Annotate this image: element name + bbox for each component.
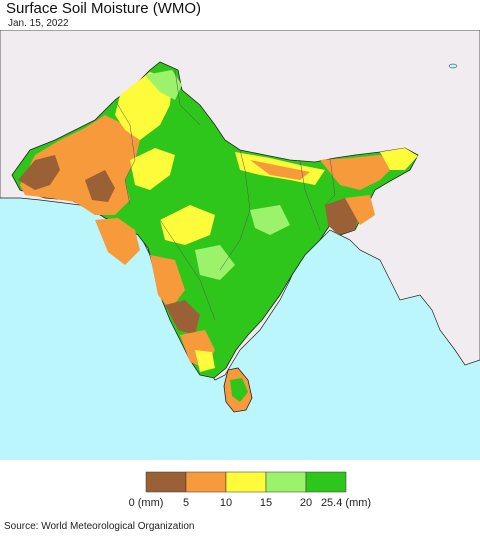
- legend-svg: 0 (mm) 5 10 15 20 25.4 (mm): [129, 471, 371, 509]
- source-text: Source: World Meteorological Organizatio…: [4, 521, 195, 532]
- map-title: Surface Soil Moisture (WMO): [6, 0, 202, 17]
- zone-deccan-brown: [165, 300, 200, 335]
- legend-label: 0 (mm): [129, 497, 164, 509]
- zone-central-yellow: [160, 205, 215, 245]
- map-area: [0, 29, 480, 460]
- zone-deccan-orange: [150, 255, 185, 310]
- zone-east-lightgreen: [250, 205, 290, 235]
- legend-label: 15: [260, 497, 272, 509]
- legend-label: 5: [183, 497, 189, 509]
- zone-west-brown-2: [85, 170, 115, 202]
- zone-gujarat-orange: [95, 218, 140, 265]
- legend-label: 25.4 (mm): [321, 497, 371, 509]
- legend-label: 10: [220, 497, 232, 509]
- zone-central-lightgreen: [195, 245, 235, 280]
- zone-ganges-orange: [250, 160, 310, 180]
- legend-swatch: [265, 471, 307, 493]
- legend-label: 20: [300, 497, 312, 509]
- legend-swatch: [305, 471, 347, 493]
- zone-north-lightgreen: [145, 70, 182, 100]
- zone-punjab-yellow: [130, 148, 175, 190]
- lake: [448, 63, 458, 69]
- moisture-map: [0, 29, 480, 460]
- zone-west-brown: [18, 155, 60, 190]
- zone-northeast-yellow: [380, 148, 418, 170]
- internal-borders: [114, 69, 336, 321]
- legend: 0 (mm) 5 10 15 20 25.4 (mm): [0, 470, 480, 520]
- legend-swatch: [185, 471, 227, 493]
- zone-bangladesh-orange: [345, 195, 375, 225]
- sri-lanka-green: [230, 378, 248, 402]
- zone-east-orange: [320, 155, 395, 190]
- zone-south-yellow: [195, 350, 215, 372]
- legend-swatch: [145, 471, 187, 493]
- legend-swatch: [225, 471, 267, 493]
- map-date: Jan. 15, 2022: [8, 18, 69, 29]
